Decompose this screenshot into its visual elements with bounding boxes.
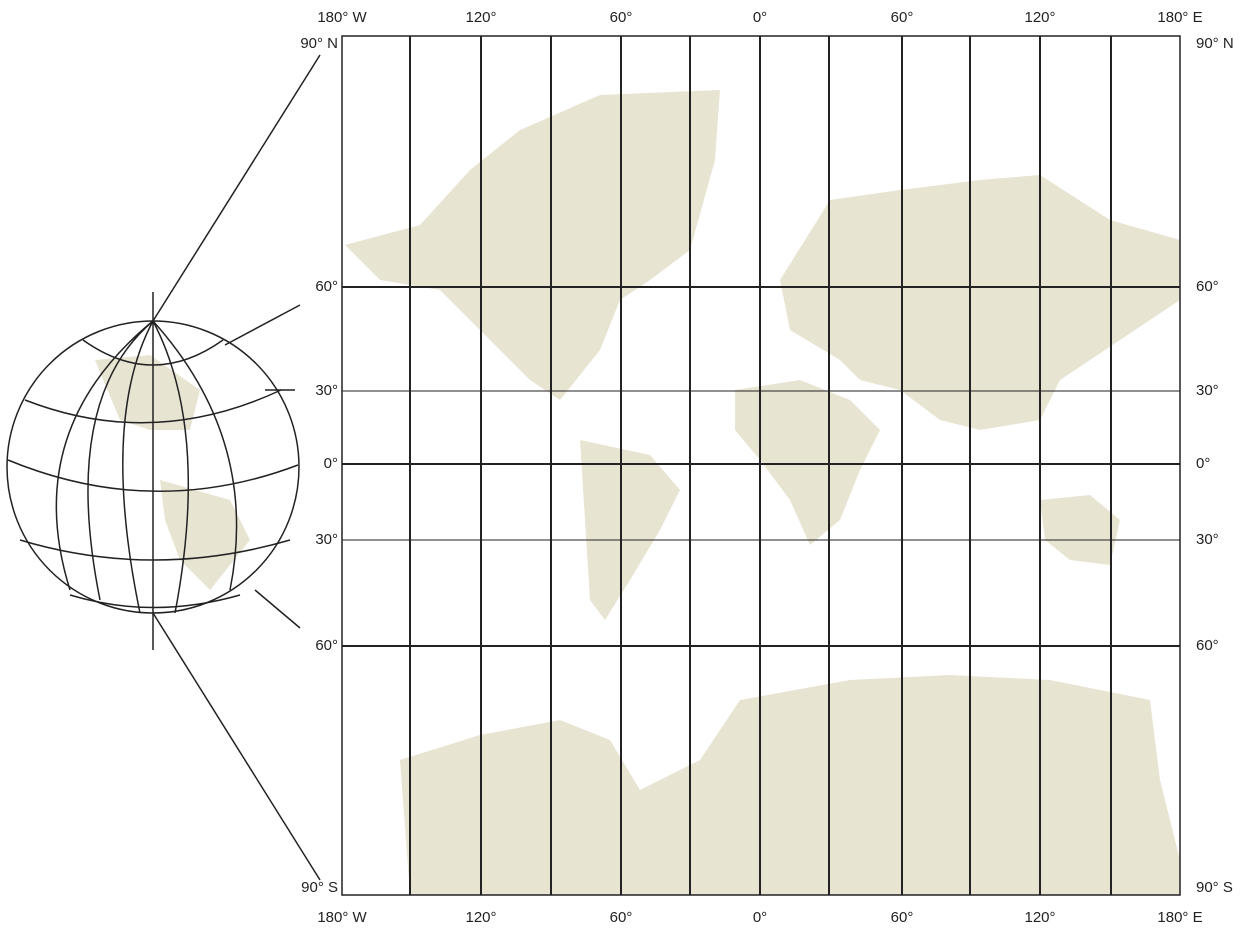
right-label: 90° S <box>1196 879 1233 896</box>
right-label: 60° <box>1196 637 1219 654</box>
bottom-label: 180° W <box>317 909 367 926</box>
bottom-label: 60° <box>891 909 914 926</box>
right-label: 60° <box>1196 278 1219 295</box>
bottom-label: 0° <box>753 909 767 926</box>
bottom-label: 180° E <box>1157 909 1202 926</box>
left-label: 0° <box>324 455 338 472</box>
top-label: 60° <box>610 9 633 26</box>
right-label: 30° <box>1196 382 1219 399</box>
top-label: 0° <box>753 9 767 26</box>
right-label: 0° <box>1196 455 1210 472</box>
bottom-label: 60° <box>610 909 633 926</box>
left-label: 60° <box>315 637 338 654</box>
left-label: 30° <box>315 382 338 399</box>
top-label: 120° <box>1024 9 1055 26</box>
left-label: 30° <box>315 531 338 548</box>
land <box>95 90 1180 895</box>
left-label: 90° N <box>300 35 338 52</box>
top-label: 120° <box>465 9 496 26</box>
bottom-label: 120° <box>465 909 496 926</box>
map-graticule <box>341 35 1181 896</box>
left-label: 60° <box>315 278 338 295</box>
top-label: 180° W <box>317 9 367 26</box>
top-label: 180° E <box>1157 9 1202 26</box>
right-label: 30° <box>1196 531 1219 548</box>
left-label: 90° S <box>301 879 338 896</box>
right-label: 90° N <box>1196 35 1234 52</box>
top-label: 60° <box>891 9 914 26</box>
globe <box>6 54 321 881</box>
bottom-label: 120° <box>1024 909 1055 926</box>
